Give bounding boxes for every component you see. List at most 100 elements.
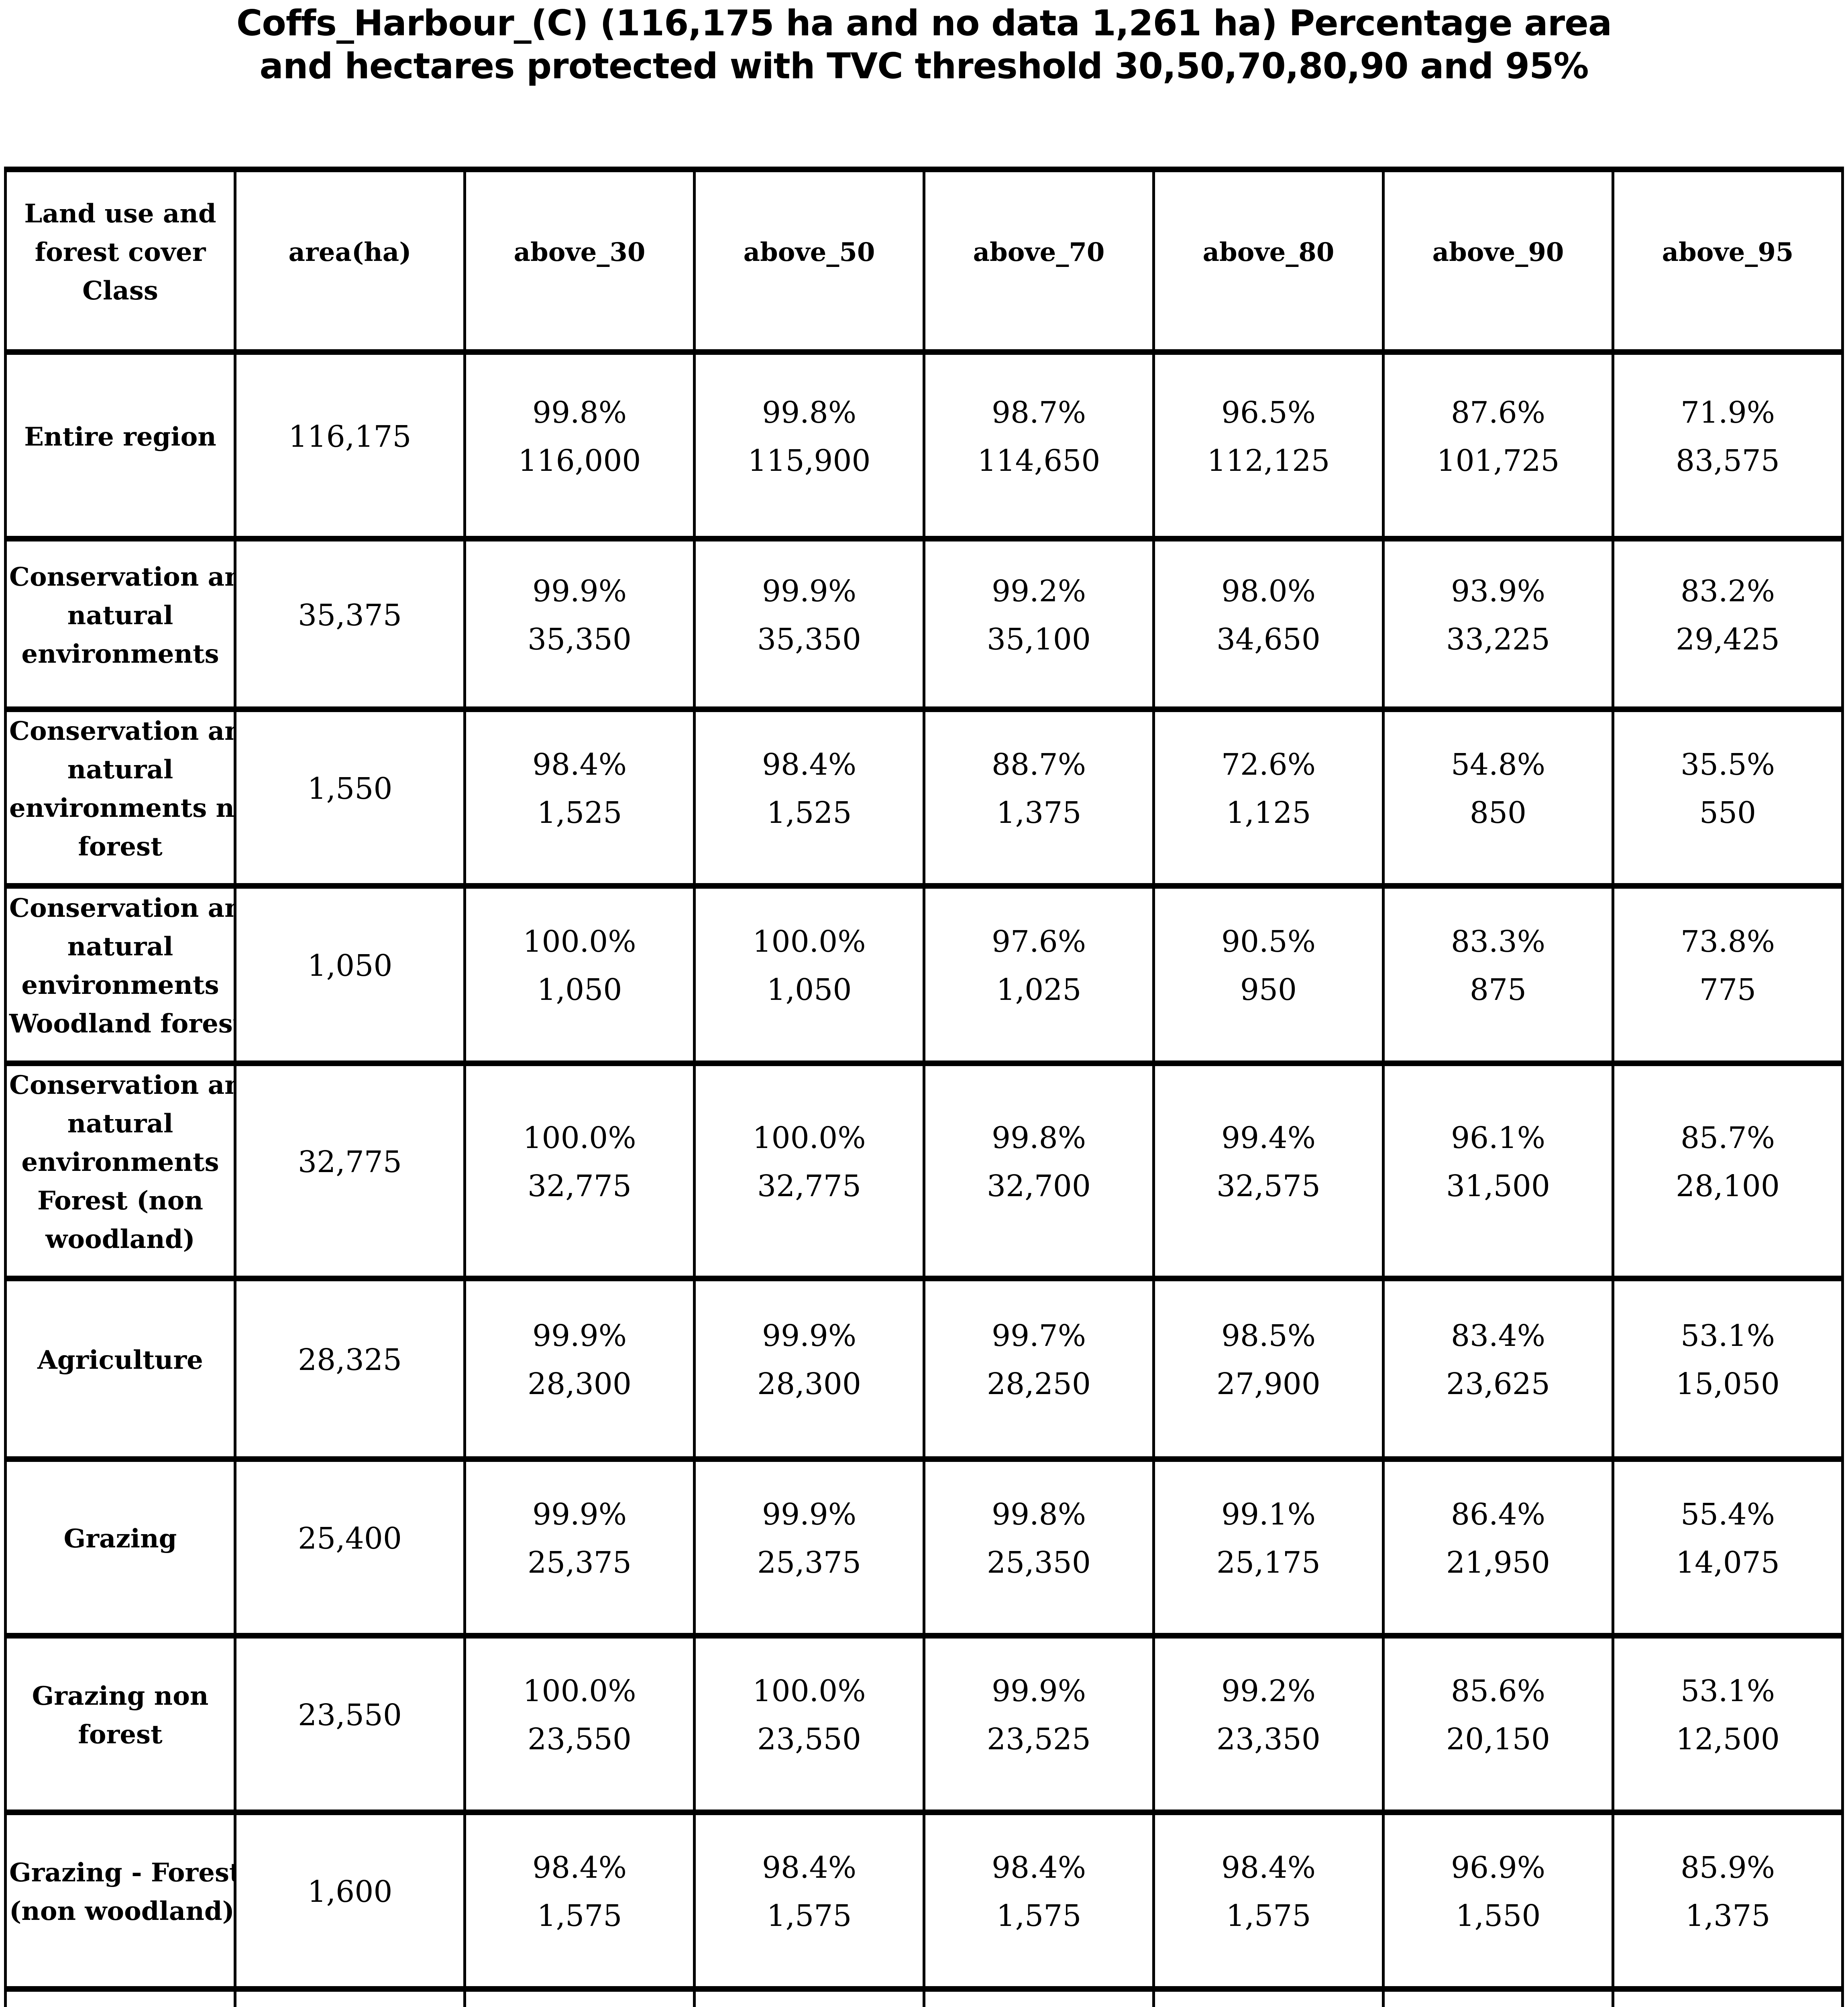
cell-area: 1,550 — [234, 706, 466, 889]
cell-above-70: 99.2% 35,100 — [923, 536, 1155, 712]
col-header-above-80: above_80 — [1152, 167, 1385, 355]
row-label: Conservation and natural environments Fo… — [4, 1060, 236, 1281]
cell-above-95: 53.1% 15,050 — [1612, 1276, 1844, 1462]
cell-area: 35,375 — [234, 536, 466, 712]
cell-area: 1,600 — [234, 1810, 466, 1992]
cell-above-30: 100.0% 32,775 — [463, 1060, 696, 1281]
cell-above-95: 85.9% 1,375 — [1612, 1810, 1844, 1992]
cell-above-70: 98.4% 1,575 — [923, 1810, 1155, 1992]
table-row: Grazing - Forest (non woodland) 1,600 98… — [4, 1810, 1844, 1992]
cell-above-30: 99.9% 25,375 — [463, 1456, 696, 1639]
cell-above-90: 83.4% 23,625 — [1382, 1276, 1614, 1462]
cell-above-30: 98.4% 1,525 — [463, 706, 696, 889]
cell-above-50: 98.4% 1,575 — [693, 1810, 925, 1992]
cell-area: 25,400 — [234, 1456, 466, 1639]
cell-above-30: 100.0% 2,875 — [463, 1986, 696, 2007]
cell-above-50: 100.0% 32,775 — [693, 1060, 925, 1281]
cell-above-50: 100.0% 1,050 — [693, 883, 925, 1066]
table-row: Conservation and natural environments no… — [4, 706, 1844, 889]
cell-above-95: 35.5% 550 — [1612, 706, 1844, 889]
cell-above-95: 33.9% 975 — [1612, 1986, 1844, 2007]
cell-above-80: 93.0% 2,675 — [1152, 1986, 1385, 2007]
cell-above-95: 73.8% 775 — [1612, 883, 1844, 1066]
cell-above-70: 98.7% 114,650 — [923, 349, 1155, 541]
col-header-class: Land use and forest cover Class — [4, 167, 236, 355]
cell-above-80: 96.5% 112,125 — [1152, 349, 1385, 541]
table-row: Agriculture 28,325 99.9% 28,300 99.9% 28… — [4, 1276, 1844, 1462]
cell-above-50: 100.0% 2,875 — [693, 1986, 925, 2007]
cell-above-50: 100.0% 23,550 — [693, 1633, 925, 1815]
cell-above-70: 99.7% 28,250 — [923, 1276, 1155, 1462]
row-label: Entire region — [4, 349, 236, 541]
cell-above-50: 99.9% 28,300 — [693, 1276, 925, 1462]
cell-above-95: 83.2% 29,425 — [1612, 536, 1844, 712]
row-label: Grazing — [4, 1456, 236, 1639]
col-header-above-90: above_90 — [1382, 167, 1614, 355]
cell-above-90: 54.8% 850 — [1382, 706, 1614, 889]
col-header-above-50: above_50 — [693, 167, 925, 355]
cell-above-70: 88.7% 1,375 — [923, 706, 1155, 889]
cell-above-80: 98.0% 34,650 — [1152, 536, 1385, 712]
cell-above-90: 85.6% 20,150 — [1382, 1633, 1614, 1815]
cell-above-90: 96.9% 1,550 — [1382, 1810, 1614, 1992]
cell-above-50: 99.9% 25,375 — [693, 1456, 925, 1639]
cell-above-70: 99.8% 32,700 — [923, 1060, 1155, 1281]
cell-above-95: 85.7% 28,100 — [1612, 1060, 1844, 1281]
row-label: Grazing non forest — [4, 1633, 236, 1815]
row-label: Conservation and natural environments — [4, 536, 236, 712]
table-row: Conservation and natural environments Fo… — [4, 1060, 1844, 1281]
cell-above-80: 99.2% 23,350 — [1152, 1633, 1385, 1815]
table-row: Horticulture 2,875 100.0% 2,875 100.0% 2… — [4, 1986, 1844, 2007]
cell-above-70: 99.9% 23,525 — [923, 1633, 1155, 1815]
col-header-area: area(ha) — [234, 167, 466, 355]
cell-area: 28,325 — [234, 1276, 466, 1462]
col-header-above-95: above_95 — [1612, 167, 1844, 355]
cell-above-50: 99.9% 35,350 — [693, 536, 925, 712]
cell-above-90: 58.3% 1,675 — [1382, 1986, 1614, 2007]
row-label: Agriculture — [4, 1276, 236, 1462]
table-row: Grazing non forest 23,550 100.0% 23,550 … — [4, 1633, 1844, 1815]
cell-above-80: 90.5% 950 — [1152, 883, 1385, 1066]
cell-above-90: 86.4% 21,950 — [1382, 1456, 1614, 1639]
page-title: Coffs_Harbour_(C) (116,175 ha and no dat… — [236, 2, 1612, 87]
cell-above-90: 93.9% 33,225 — [1382, 536, 1614, 712]
cell-above-90: 96.1% 31,500 — [1382, 1060, 1614, 1281]
row-label: Conservation and natural environments Wo… — [4, 883, 236, 1066]
cell-above-90: 87.6% 101,725 — [1382, 349, 1614, 541]
row-label: Grazing - Forest (non woodland) — [4, 1810, 236, 1992]
cell-above-95: 55.4% 14,075 — [1612, 1456, 1844, 1639]
cell-above-80: 99.1% 25,175 — [1152, 1456, 1385, 1639]
cell-above-80: 72.6% 1,125 — [1152, 706, 1385, 889]
cell-above-70: 97.6% 1,025 — [923, 883, 1155, 1066]
cell-above-30: 100.0% 1,050 — [463, 883, 696, 1066]
cell-above-95: 71.9% 83,575 — [1612, 349, 1844, 541]
cell-area: 32,775 — [234, 1060, 466, 1281]
row-label: Conservation and natural environments no… — [4, 706, 236, 889]
cell-above-30: 99.8% 116,000 — [463, 349, 696, 541]
cell-above-30: 99.9% 28,300 — [463, 1276, 696, 1462]
table-row: Grazing 25,400 99.9% 25,375 99.9% 25,375… — [4, 1456, 1844, 1639]
cell-above-80: 99.4% 32,575 — [1152, 1060, 1385, 1281]
cell-above-50: 98.4% 1,525 — [693, 706, 925, 889]
table-row: Conservation and natural environments Wo… — [4, 883, 1844, 1066]
cell-above-30: 99.9% 35,350 — [463, 536, 696, 712]
table-row: Entire region 116,175 99.8% 116,000 99.8… — [4, 349, 1844, 541]
cell-area: 1,050 — [234, 883, 466, 1066]
cell-area: 23,550 — [234, 1633, 466, 1815]
col-header-above-30: above_30 — [463, 167, 696, 355]
cell-area: 116,175 — [234, 349, 466, 541]
cell-above-95: 53.1% 12,500 — [1612, 1633, 1844, 1815]
cell-above-70: 99.8% 25,350 — [923, 1456, 1155, 1639]
cell-above-30: 98.4% 1,575 — [463, 1810, 696, 1992]
cell-area: 2,875 — [234, 1986, 466, 2007]
cell-above-30: 100.0% 23,550 — [463, 1633, 696, 1815]
cell-above-70: 99.1% 2,850 — [923, 1986, 1155, 2007]
table-row: Conservation and natural environments 35… — [4, 536, 1844, 712]
cell-above-90: 83.3% 875 — [1382, 883, 1614, 1066]
row-label: Horticulture — [4, 1986, 236, 2007]
col-header-above-70: above_70 — [923, 167, 1155, 355]
tvc-threshold-table: Land use and forest cover Class area(ha)… — [4, 167, 1844, 2007]
header-row: Land use and forest cover Class area(ha)… — [4, 167, 1844, 355]
cell-above-80: 98.5% 27,900 — [1152, 1276, 1385, 1462]
